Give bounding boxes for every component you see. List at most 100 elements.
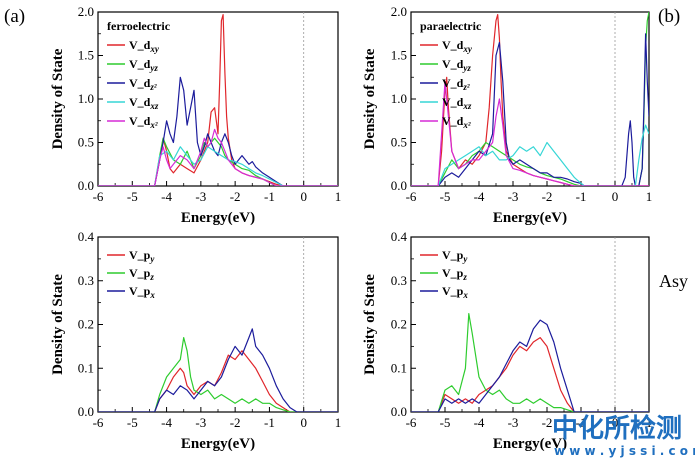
x-tick-label: -1 [264, 415, 275, 430]
series-line-V_px [411, 319, 649, 412]
x-tick-label: -3 [195, 189, 206, 204]
legend-entry: V_py [442, 248, 468, 264]
x-tick-label: -1 [264, 189, 275, 204]
plot-frame [97, 236, 339, 413]
legend-entry: V_dxz [442, 95, 472, 111]
x-tick-label: -5 [127, 189, 138, 204]
x-axis-label: Energy(eV) [181, 436, 255, 452]
series-line-V_pz [98, 337, 338, 412]
chart-panel-b-top: -6 -5 -4 -3 -2 -1 0 1 0.0 0.5 1.0 1.5 2.0 Energy(eV) D… [362, 4, 652, 226]
y-tick-label: 0.4 [78, 229, 95, 244]
y-tick-label: 0.2 [78, 317, 94, 332]
y-tick-label: 0.5 [391, 135, 407, 150]
x-tick-label: -4 [474, 189, 485, 204]
x-tick-label: -2 [542, 415, 553, 430]
watermark-text: 中化所检测 [552, 413, 682, 444]
y-tick-label: 0.2 [391, 317, 407, 332]
y-tick-label: 2.0 [391, 4, 407, 19]
y-tick-label: 0.0 [391, 178, 407, 193]
x-tick-label: -4 [161, 189, 172, 204]
x-tick-label: -5 [127, 415, 138, 430]
legend-entry: V_dxy [129, 38, 160, 54]
legend-entry: V_dyz [129, 57, 158, 73]
x-tick-label: -4 [161, 415, 172, 430]
legend-entry: V_dxy [442, 38, 473, 54]
y-tick-label: 1.5 [78, 48, 94, 63]
y-axis-label: Density of State [362, 48, 378, 149]
y-tick-label: 2.0 [78, 4, 94, 19]
x-tick-label: 1 [646, 189, 653, 204]
legend-entry: V_px [129, 284, 155, 300]
plot-frame [410, 236, 650, 413]
x-tick-label: -5 [440, 415, 451, 430]
series-line-V_pz [411, 313, 649, 412]
series-line-V_dxz [411, 124, 649, 186]
series-line-V_py [98, 350, 338, 412]
legend-entry: V_dxz [129, 95, 159, 111]
x-tick-label: -3 [508, 415, 519, 430]
x-tick-label: -3 [195, 415, 206, 430]
y-tick-label: 0.3 [391, 273, 407, 288]
x-tick-label: -6 [406, 415, 417, 430]
legend-entry: V_dz² [442, 76, 470, 92]
series-line-V_dx2 [411, 81, 649, 186]
x-tick-label: 0 [612, 189, 619, 204]
x-tick-label: 0 [612, 415, 619, 430]
chart-panel-a-bottom: -6 -5 -4 -3 -2 -1 0 1 0.0 0.1 0.2 0.3 0.4 Energy(eV) D… [50, 229, 341, 452]
legend-entry: V_dz² [129, 76, 157, 92]
x-tick-label: -2 [230, 189, 241, 204]
y-tick-label: 1.5 [391, 48, 407, 63]
y-axis-label: Density of State [50, 48, 66, 149]
chart-panel-a-top: -6 -5 -4 -3 -2 -1 0 1 0.0 0.5 1.0 1.5 2.0 Energy(eV) D… [50, 4, 341, 226]
legend-entry: V_pz [129, 266, 154, 282]
series-line-V_dxz [98, 146, 338, 186]
x-tick-label: 1 [335, 189, 342, 204]
series-line-V_dx2 [98, 128, 338, 186]
series-line-V_dyz [98, 137, 338, 186]
watermark-url: w w w . y j s s i . c o m [554, 444, 695, 458]
y-tick-label: 0.1 [78, 360, 94, 375]
x-tick-label: 0 [300, 415, 307, 430]
legend-entry: V_dx² [442, 114, 471, 130]
phase-label: ferroelectric [107, 19, 171, 33]
y-tick-label: 0.0 [78, 404, 94, 419]
x-axis-label: Energy(eV) [181, 210, 255, 226]
x-tick-label: -6 [93, 415, 104, 430]
y-tick-label: 0.1 [391, 360, 407, 375]
x-tick-label: -1 [576, 415, 587, 430]
y-tick-label: 0.0 [78, 178, 94, 193]
y-axis-label: Density of State [50, 274, 66, 375]
legend-entry: V_py [129, 248, 155, 264]
x-tick-label: -2 [230, 415, 241, 430]
y-tick-label: 1.0 [391, 91, 407, 106]
y-axis-label: Density of State [362, 274, 378, 375]
y-tick-label: 0.4 [391, 229, 408, 244]
series-line-V_px [98, 328, 338, 412]
x-axis-label: Energy(eV) [493, 210, 567, 226]
x-tick-label: -6 [93, 189, 104, 204]
y-tick-label: 1.0 [78, 91, 94, 106]
side-text: Asy [659, 271, 688, 291]
legend-entry: V_pz [442, 266, 467, 282]
y-tick-label: 0.0 [391, 404, 407, 419]
x-tick-label: -6 [406, 189, 417, 204]
panel-label-b: (b) [658, 6, 680, 27]
x-tick-label: -5 [440, 189, 451, 204]
x-axis-label: Energy(eV) [493, 436, 567, 452]
series-line-V_py [411, 337, 649, 412]
panel-label-a: (a) [4, 6, 25, 27]
chart-panel-b-bottom: -6 -5 -4 -3 -2 -1 0 1 0.0 0.1 0.2 0.3 0.4 Energy(eV) D… [362, 229, 652, 452]
x-tick-label: -4 [474, 415, 485, 430]
series-line-V_dz2 [98, 76, 338, 186]
legend-entry: V_dx² [129, 114, 158, 130]
y-tick-label: 0.3 [78, 273, 94, 288]
x-tick-label: -1 [576, 189, 587, 204]
phase-label: paraelectric [420, 19, 482, 33]
x-tick-label: 1 [646, 415, 653, 430]
x-tick-label: 1 [335, 415, 342, 430]
series-line-V_dz2 [411, 33, 649, 186]
legend-entry: V_dyz [442, 57, 471, 73]
y-tick-label: 0.5 [78, 135, 94, 150]
legend-entry: V_px [442, 284, 468, 300]
